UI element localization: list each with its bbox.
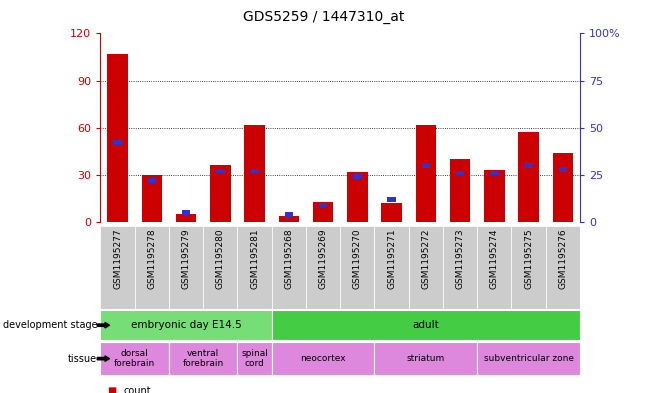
Text: ■: ■ — [107, 386, 116, 393]
Bar — [559, 167, 567, 172]
Bar — [100, 310, 272, 340]
Bar — [203, 226, 237, 309]
Text: GSM1195275: GSM1195275 — [524, 228, 533, 289]
Bar — [169, 226, 203, 309]
Text: GSM1195271: GSM1195271 — [387, 228, 396, 289]
Bar — [443, 226, 477, 309]
Text: subventricular zone: subventricular zone — [483, 354, 573, 363]
Bar — [244, 125, 265, 222]
Bar — [546, 226, 580, 309]
Bar — [313, 202, 333, 222]
Bar — [518, 132, 539, 222]
Text: GSM1195276: GSM1195276 — [559, 228, 568, 289]
Bar — [108, 54, 128, 222]
Bar — [237, 226, 272, 309]
Bar — [169, 342, 237, 375]
Bar — [353, 174, 362, 179]
Bar — [477, 342, 580, 375]
Bar — [176, 214, 196, 222]
Text: GSM1195278: GSM1195278 — [147, 228, 156, 289]
Bar — [375, 226, 409, 309]
Bar — [347, 172, 367, 222]
Bar — [490, 171, 498, 175]
Text: GSM1195272: GSM1195272 — [421, 228, 430, 289]
Bar — [306, 226, 340, 309]
Text: GSM1195274: GSM1195274 — [490, 228, 499, 289]
Bar — [375, 342, 477, 375]
Text: striatum: striatum — [407, 354, 445, 363]
Bar — [216, 169, 225, 173]
Bar — [237, 342, 272, 375]
Bar — [113, 140, 122, 145]
Bar — [456, 171, 465, 175]
Bar — [279, 216, 299, 222]
Text: spinal
cord: spinal cord — [241, 349, 268, 368]
Text: dorsal
forebrain: dorsal forebrain — [114, 349, 156, 368]
Bar — [524, 163, 533, 168]
Bar — [210, 165, 231, 222]
Text: GSM1195277: GSM1195277 — [113, 228, 122, 289]
Text: GSM1195269: GSM1195269 — [319, 228, 328, 289]
Bar — [450, 159, 470, 222]
Bar — [388, 197, 396, 202]
Bar — [477, 226, 511, 309]
Bar — [182, 210, 191, 215]
Text: GSM1195281: GSM1195281 — [250, 228, 259, 289]
Bar — [381, 203, 402, 222]
Bar — [141, 175, 162, 222]
Bar — [422, 163, 430, 168]
Text: GSM1195280: GSM1195280 — [216, 228, 225, 289]
Text: GSM1195279: GSM1195279 — [181, 228, 191, 289]
Bar — [250, 169, 259, 173]
Bar — [553, 153, 573, 222]
Text: count: count — [123, 386, 151, 393]
Bar — [415, 125, 436, 222]
Bar — [484, 170, 505, 222]
Text: GSM1195273: GSM1195273 — [456, 228, 465, 289]
Bar — [511, 226, 546, 309]
Bar — [148, 178, 156, 183]
Bar — [272, 342, 375, 375]
Bar — [409, 226, 443, 309]
Bar — [284, 212, 293, 217]
Bar — [100, 226, 135, 309]
Bar — [272, 310, 580, 340]
Bar — [100, 342, 169, 375]
Bar — [319, 203, 327, 208]
Text: GSM1195270: GSM1195270 — [353, 228, 362, 289]
Text: development stage: development stage — [3, 320, 97, 330]
Text: tissue: tissue — [68, 354, 97, 364]
Text: adult: adult — [413, 320, 439, 330]
Text: GDS5259 / 1447310_at: GDS5259 / 1447310_at — [243, 10, 405, 24]
Text: embryonic day E14.5: embryonic day E14.5 — [131, 320, 242, 330]
Text: ventral
forebrain: ventral forebrain — [183, 349, 224, 368]
Bar — [272, 226, 306, 309]
Text: GSM1195268: GSM1195268 — [284, 228, 294, 289]
Bar — [340, 226, 375, 309]
Text: neocortex: neocortex — [300, 354, 346, 363]
Bar — [135, 226, 169, 309]
